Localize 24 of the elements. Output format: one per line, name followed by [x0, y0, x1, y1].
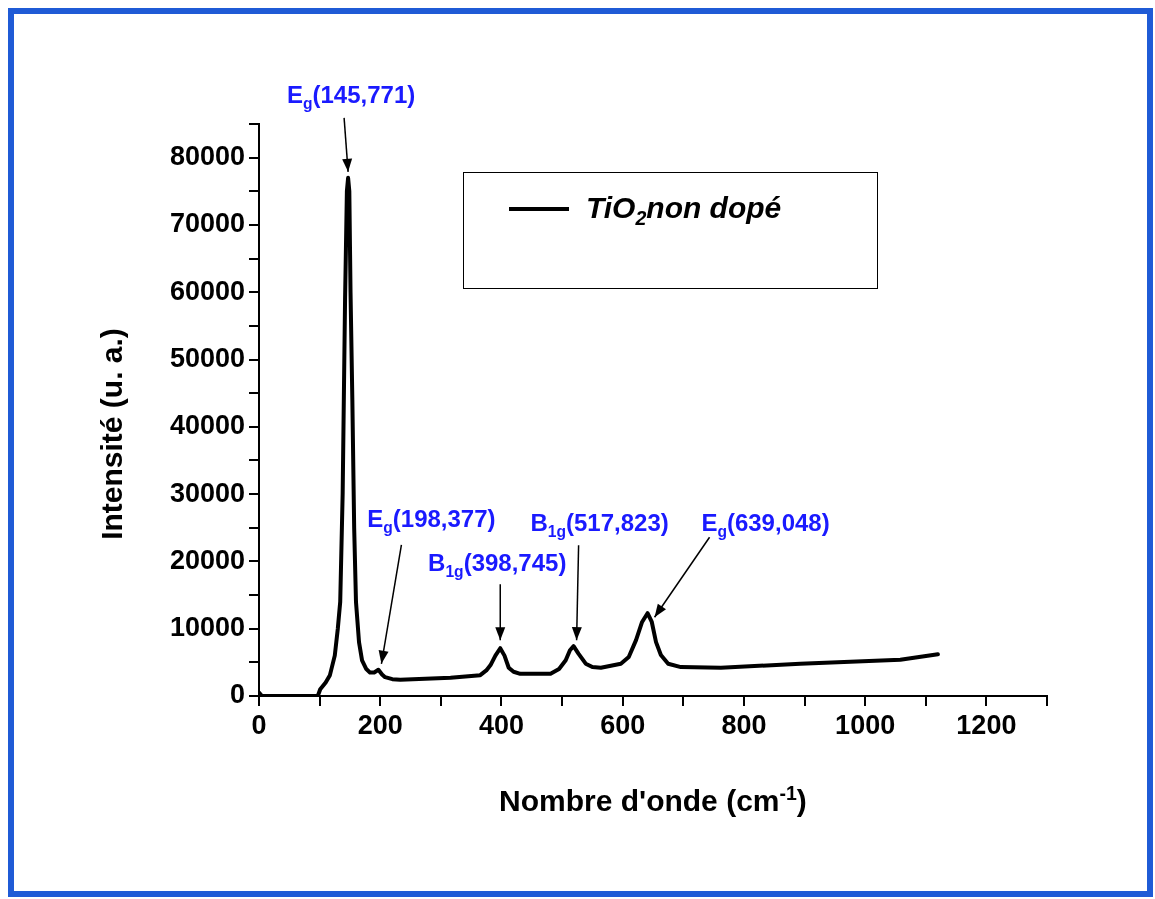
- x-tick-label: 600: [600, 709, 646, 740]
- y-tick-label: 80000: [169, 141, 245, 172]
- legend-label: TiO$_{2}$non dopé: [586, 191, 782, 230]
- y-tick-label: 50000: [169, 342, 245, 373]
- y-tick-label: 60000: [169, 275, 245, 306]
- y-tick-label: 40000: [169, 410, 245, 441]
- x-tick-label: 1000: [835, 709, 896, 740]
- y-tick-label: 30000: [169, 477, 245, 508]
- annotation: E$_{g}$(145,771): [286, 80, 416, 113]
- y-tick-label: 0: [229, 679, 245, 710]
- y-tick-label: 20000: [169, 544, 245, 575]
- annotation: B$_{1g}$(398,745): [428, 549, 567, 582]
- x-tick-label: 200: [357, 709, 403, 740]
- x-tick-label: 1200: [956, 709, 1017, 740]
- y-tick-label: 10000: [169, 612, 245, 643]
- x-tick-label: 800: [721, 709, 767, 740]
- annotation: E$_{g}$(639,048): [701, 509, 830, 542]
- annotation: E$_{g}$(198,377): [367, 504, 496, 537]
- x-tick-label: 0: [251, 709, 267, 740]
- annotation: B$_{1g}$(517,823): [530, 509, 669, 542]
- x-axis-title: Nombre d'onde (cm$^{-1}$): [499, 782, 807, 818]
- y-tick-label: 70000: [169, 208, 245, 239]
- y-axis-title: Intensité (u. a.): [94, 328, 129, 540]
- x-tick-label: 400: [478, 709, 524, 740]
